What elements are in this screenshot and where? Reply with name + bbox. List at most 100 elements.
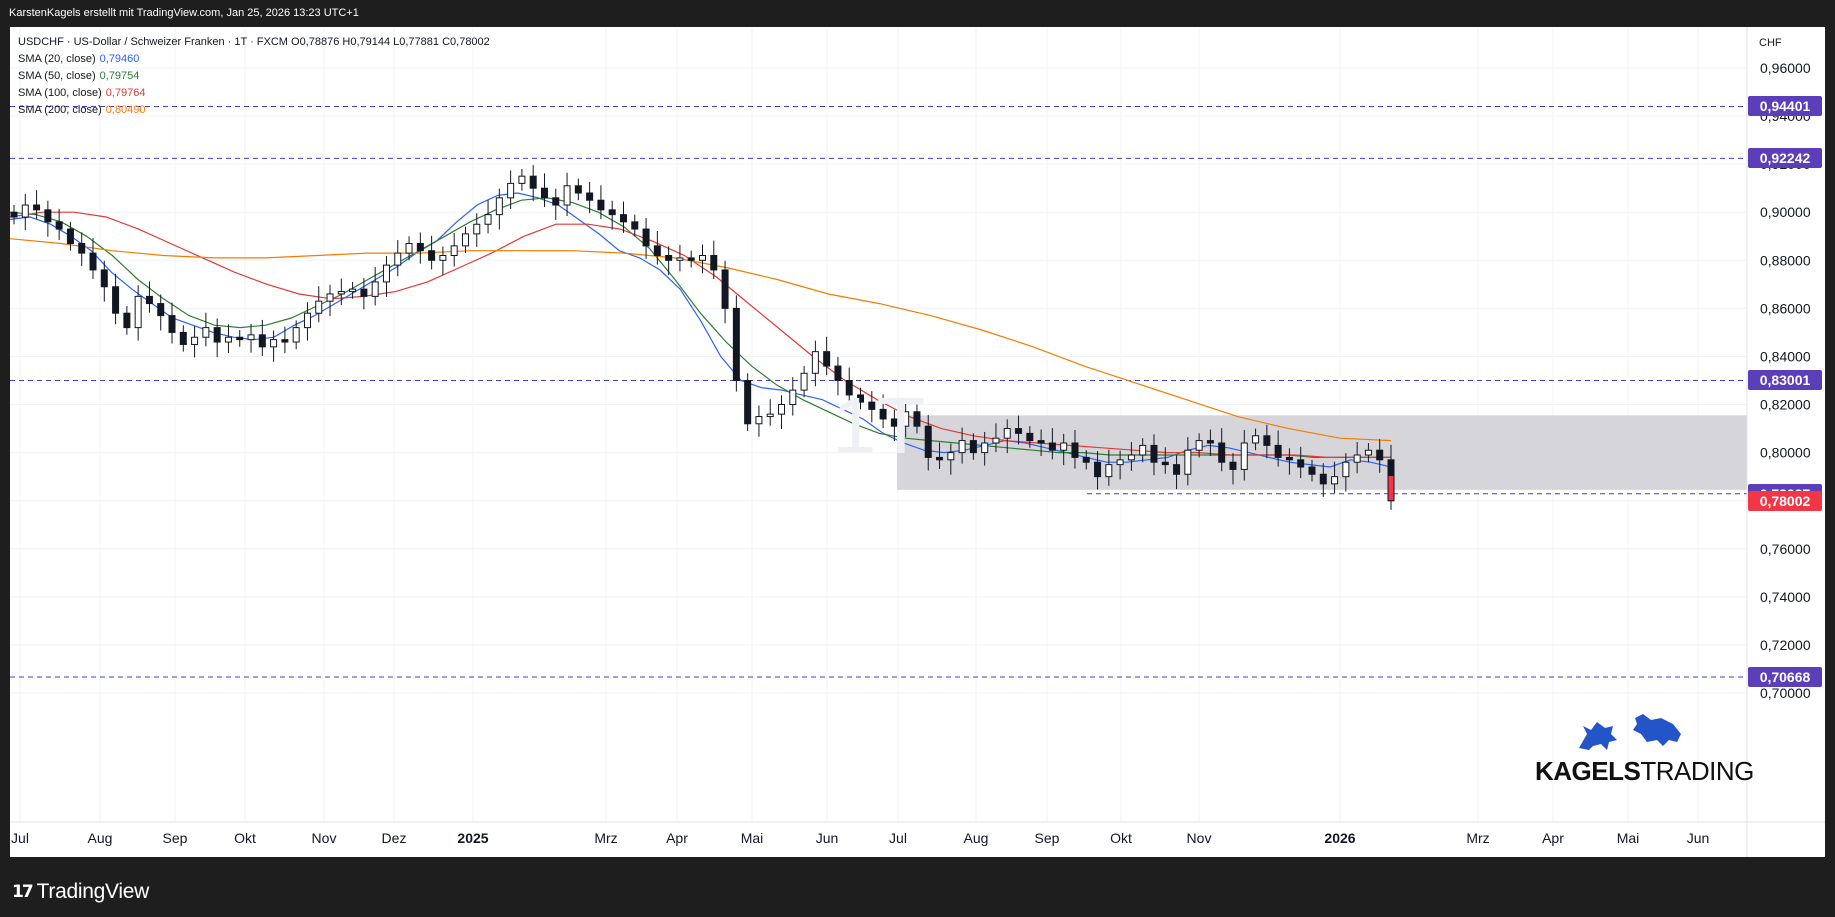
- candle-down: [1048, 442, 1056, 451]
- candle-up: [947, 452, 955, 461]
- candle-down: [744, 380, 752, 425]
- brand-regular: TRADING: [1640, 756, 1754, 786]
- price-tag[interactable]: 0,83001: [1748, 370, 1822, 391]
- sma-100-legend[interactable]: SMA (100, close) 0,79764: [18, 85, 490, 102]
- candle-down: [179, 331, 187, 345]
- candle-down: [1308, 466, 1316, 475]
- candle-up: [405, 242, 413, 254]
- candle-down: [823, 351, 831, 367]
- candle-down: [879, 408, 887, 420]
- time-label: Okt: [234, 830, 256, 846]
- candle-up: [1364, 449, 1372, 456]
- time-label: Nov: [312, 830, 337, 846]
- price-tag[interactable]: 0,94401: [1748, 96, 1822, 117]
- candle-down: [1071, 442, 1079, 458]
- candle-up: [778, 404, 786, 415]
- attribution-text: KarstenKagels erstellt mit TradingView.c…: [9, 7, 359, 19]
- candle-up: [902, 411, 910, 427]
- candle-up: [484, 214, 492, 225]
- candle-down: [1274, 444, 1282, 458]
- time-label: Nov: [1187, 830, 1212, 846]
- sma-line: [9, 211, 1391, 458]
- candle-down: [1297, 459, 1305, 468]
- candle-up: [202, 327, 210, 338]
- candle-down: [157, 303, 165, 317]
- sma-200-value: 0,80490: [105, 104, 146, 116]
- price-label: 0,88000: [1760, 252, 1811, 268]
- price-label: 0,84000: [1760, 348, 1811, 364]
- candle-up: [349, 288, 357, 293]
- candle-up: [371, 281, 379, 297]
- price-label: 0,96000: [1760, 60, 1811, 76]
- candle-down: [1015, 428, 1023, 434]
- time-label: Apr: [1542, 830, 1564, 846]
- candle-up: [1342, 461, 1350, 478]
- time-label: Aug: [964, 830, 989, 846]
- candle-up: [676, 257, 684, 261]
- sma-50-label: SMA (50, close): [18, 70, 96, 82]
- brand-name: KAGELSTRADING: [1535, 756, 1754, 787]
- candle-up: [1353, 454, 1361, 463]
- candle-up: [439, 255, 447, 261]
- time-label: Okt: [1110, 830, 1132, 846]
- time-label: Jun: [816, 830, 839, 846]
- vertical-grid: [10, 27, 1747, 822]
- candle-down: [1218, 442, 1226, 463]
- sma-200-legend[interactable]: SMA (200, close) 0,80490: [18, 102, 490, 119]
- candle-down: [913, 411, 921, 427]
- candle-up: [495, 197, 503, 216]
- candle-down: [1263, 435, 1271, 446]
- time-axis: Jul Aug Sep Okt Nov Dez 2025 Mrz Apr Mai Jun Jul Aug…: [11, 830, 1709, 846]
- candle-down: [1150, 444, 1158, 463]
- candle-down: [710, 255, 718, 271]
- candle-up: [224, 336, 232, 343]
- candle-up: [1003, 428, 1011, 439]
- price-label: 0,76000: [1760, 541, 1811, 557]
- price-tag[interactable]: 0,92242: [1748, 148, 1822, 169]
- sma-20-value: 0,79460: [99, 53, 140, 65]
- candle-up: [1252, 435, 1260, 444]
- candle-up: [1105, 464, 1113, 478]
- candle-down: [145, 295, 153, 305]
- price-tag[interactable]: 0,70668: [1748, 666, 1822, 687]
- candle-down: [969, 440, 977, 454]
- sma-50-legend[interactable]: SMA (50, close) 0,79754: [18, 68, 490, 85]
- candle-up: [1116, 459, 1124, 466]
- symbol-info[interactable]: USDCHF · US-Dollar / Schweizer Franken ·…: [18, 36, 490, 48]
- candle-up: [394, 252, 402, 266]
- candle-up: [518, 175, 526, 184]
- brand-bold: KAGELS: [1535, 756, 1641, 786]
- candle-up: [563, 185, 571, 206]
- candle-up: [1331, 476, 1339, 485]
- time-label: Sep: [1035, 830, 1060, 846]
- candle-down: [608, 209, 616, 216]
- candle-up: [1184, 449, 1192, 475]
- candle-down: [834, 365, 842, 382]
- price-label: 0,72000: [1760, 637, 1811, 653]
- time-label: Jul: [11, 830, 29, 846]
- tradingview-mark-icon: 17: [12, 882, 34, 902]
- candle-up: [981, 442, 989, 454]
- time-label: Jun: [1687, 830, 1710, 846]
- candle-down: [540, 187, 548, 199]
- candle-down: [1173, 464, 1181, 475]
- price-tag[interactable]: 0,78002: [1748, 490, 1822, 511]
- footer-bar: 17 TradingView: [0, 862, 1835, 917]
- candle-up: [755, 416, 763, 425]
- time-label: Aug: [88, 830, 113, 846]
- time-label: 2025: [457, 830, 488, 846]
- currency-label[interactable]: CHF: [1759, 37, 1782, 49]
- sma-20-legend[interactable]: SMA (20, close) 0,79460: [18, 51, 490, 68]
- tradingview-logo[interactable]: 17 TradingView: [12, 880, 149, 904]
- candle-down: [1094, 461, 1102, 478]
- candle-down: [1082, 456, 1090, 463]
- candle-down: [631, 221, 639, 230]
- candle-down: [1229, 461, 1237, 470]
- candle-down: [936, 456, 944, 461]
- candle-up: [507, 182, 515, 199]
- candle-down: [213, 327, 221, 343]
- candle-up: [461, 233, 469, 247]
- tradingview-wordmark: TradingView: [36, 880, 150, 903]
- candle-up: [21, 204, 29, 218]
